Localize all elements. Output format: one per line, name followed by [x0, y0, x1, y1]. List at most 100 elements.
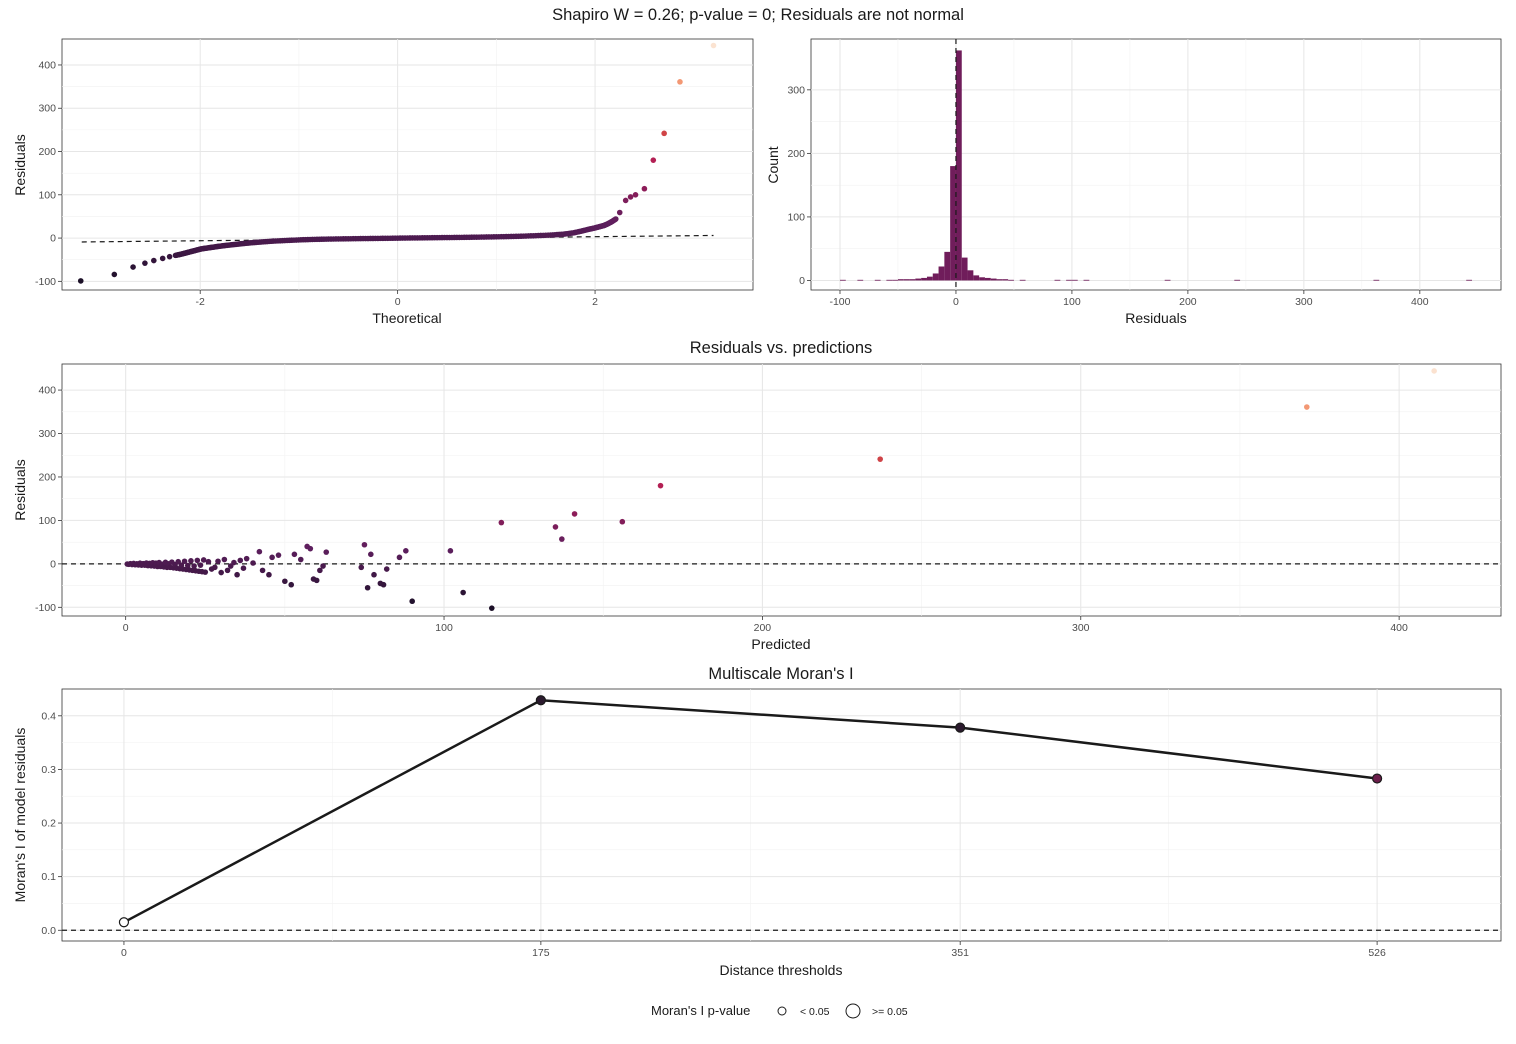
resid-point	[368, 551, 374, 558]
resid-point	[243, 555, 250, 562]
resid-point	[221, 556, 228, 563]
moran-y-tick-label: 0.2	[41, 818, 56, 830]
qq-point	[166, 253, 173, 260]
qq-plot-panel: -2 0 2 -100 0 100 200 300 400 Theoretical Resid…	[12, 38, 754, 326]
hist-x-tick-label: 200	[1179, 296, 1197, 308]
hist-bar	[1071, 279, 1078, 281]
resid-y-tick-label: 300	[38, 428, 56, 440]
resid-y-tick-label: -100	[35, 602, 56, 614]
hist-y-tick-label: 100	[787, 211, 805, 223]
resid-y-tick-label: 0	[50, 558, 56, 570]
qq-y-tick-label: 400	[38, 59, 56, 71]
hist-bar	[1373, 279, 1380, 281]
resid-panel-frame	[61, 363, 1502, 617]
moran-point	[535, 695, 546, 706]
resid-point	[275, 552, 282, 558]
hist-bar	[961, 257, 968, 281]
hist-bar	[839, 279, 846, 281]
resid-point	[488, 605, 495, 611]
qq-point	[142, 260, 148, 266]
resid-point	[877, 456, 883, 462]
hist-bar	[996, 279, 1003, 281]
qq-point	[111, 271, 118, 278]
qq-y-tick-label: 200	[38, 146, 56, 158]
hist-bar	[886, 279, 893, 281]
hist-bar	[1066, 279, 1072, 281]
resid-point	[380, 581, 387, 588]
resid-point	[250, 560, 256, 566]
moran-panel-frame	[61, 688, 1502, 942]
resid-point	[323, 549, 330, 555]
hist-y-ticks: 0 100 200 300	[787, 84, 811, 287]
moran-x-tick-label: 0	[121, 947, 127, 959]
resid-point	[320, 563, 326, 569]
hist-x-tick-label: 400	[1411, 296, 1429, 308]
resid-y-tick-label: 100	[38, 515, 56, 527]
qq-y-ticks: -100 0 100 200 300 400	[35, 59, 62, 288]
moran-point	[1372, 773, 1383, 784]
resid-point	[191, 563, 197, 569]
qq-point	[710, 42, 717, 49]
resid-point	[234, 571, 240, 578]
resid-point	[383, 566, 390, 572]
resid-x-tick-label: 400	[1390, 622, 1408, 634]
moran-point	[955, 722, 966, 733]
moran-series-line	[123, 698, 1378, 924]
hist-bar	[926, 276, 933, 281]
moran-plot-title: Multiscale Moran's I	[708, 665, 853, 683]
hist-bar	[903, 279, 910, 281]
resid-x-axis-title: Predicted	[751, 636, 810, 652]
resid-point	[1431, 368, 1437, 374]
legend-large-circle-icon	[845, 1003, 861, 1019]
hist-bar	[950, 166, 956, 281]
resid-plot-title: Residuals vs. predictions	[690, 339, 873, 357]
resid-point	[181, 558, 188, 565]
hist-bar	[979, 277, 985, 281]
hist-y-tick-label: 200	[787, 148, 805, 160]
resid-point	[288, 581, 295, 588]
resid-point	[317, 567, 323, 574]
resid-point	[371, 571, 377, 578]
hist-y-tick-label: 300	[787, 84, 805, 96]
moran-y-ticks: 0.0 0.1 0.2 0.3 0.4	[41, 710, 62, 937]
qq-point	[661, 130, 667, 137]
hist-bar	[944, 251, 951, 281]
hist-bar	[967, 270, 974, 281]
qq-point	[632, 191, 639, 198]
qq-x-axis-title: Theoretical	[372, 310, 441, 326]
legend-item-small: < 0.05	[800, 1006, 830, 1018]
qq-x-tick-label: -2	[196, 296, 205, 308]
moran-y-tick-label: 0.0	[41, 925, 56, 937]
hist-bar	[897, 279, 904, 281]
resid-point	[205, 558, 212, 565]
resid-y-ticks: -100 0 100 200 300 400	[35, 385, 62, 614]
resid-point	[403, 548, 409, 554]
qq-x-tick-label: 2	[592, 296, 598, 308]
hist-bar	[921, 277, 927, 281]
qq-point	[159, 255, 166, 262]
resid-point	[188, 558, 194, 564]
resid-point	[197, 562, 204, 568]
resid-point	[559, 536, 565, 542]
resid-x-tick-label: 100	[435, 622, 453, 634]
hist-x-tick-label: 300	[1295, 296, 1313, 308]
qq-x-ticks: -2 0 2	[196, 290, 598, 308]
hist-bar	[984, 277, 991, 281]
resid-point	[358, 564, 365, 571]
resid-point	[313, 577, 320, 584]
resid-point	[498, 519, 505, 526]
qq-point	[151, 257, 157, 264]
hist-bar	[915, 278, 922, 281]
moran-x-axis-title: Distance thresholds	[720, 962, 843, 978]
hist-x-ticks: -100 0 100 200 300 400	[829, 290, 1429, 308]
qq-y-tick-label: 100	[38, 189, 56, 201]
hist-bar	[938, 266, 945, 281]
hist-bar	[932, 273, 939, 281]
resid-x-tick-label: 200	[754, 622, 772, 634]
hist-bar	[1466, 279, 1473, 281]
resid-point	[237, 557, 244, 564]
resid-point	[291, 551, 298, 558]
moran-x-tick-label: 526	[1368, 947, 1386, 959]
hist-bar	[909, 279, 916, 281]
